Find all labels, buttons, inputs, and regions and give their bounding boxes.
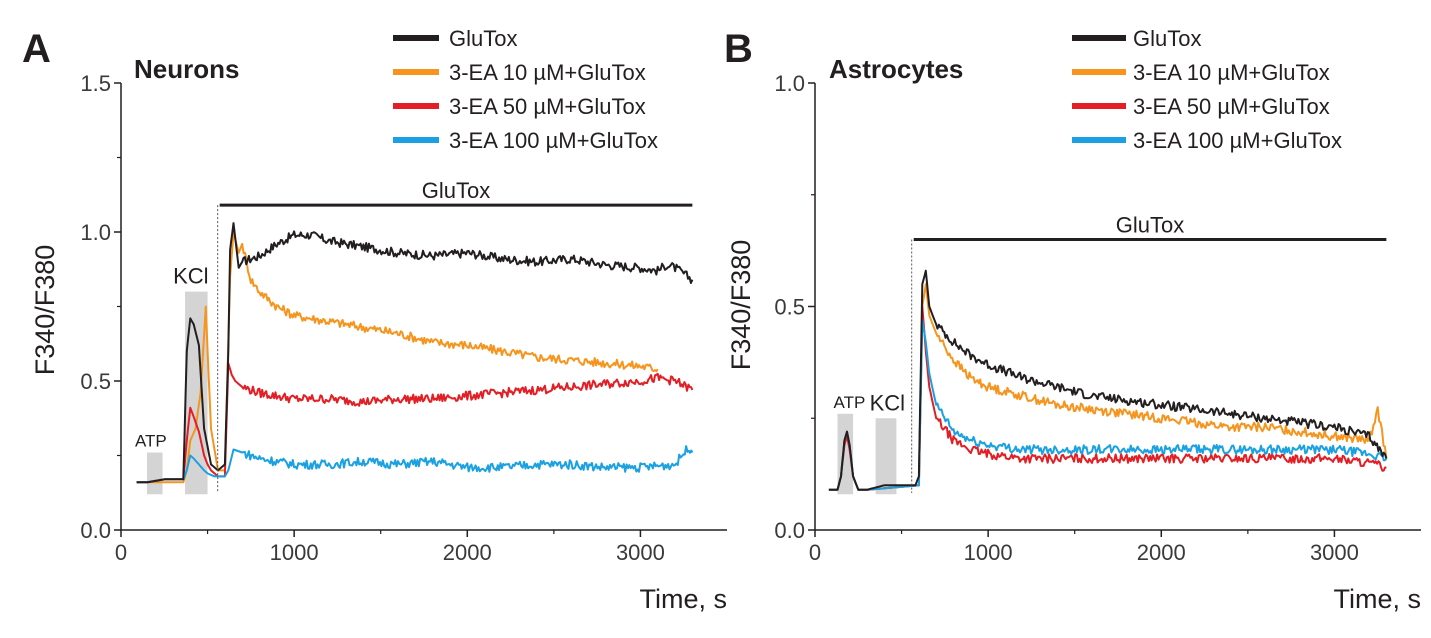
legend-label: 3-EA 10 µM+GluTox [449, 60, 646, 85]
stimulus-band [146, 452, 163, 495]
y-tick-label: 1.0 [774, 71, 805, 96]
panel-astrocytes: B Astrocytes F340/F380 Time, s 0.0 0.5 1.0… [724, 26, 1421, 614]
series-line [136, 222, 694, 484]
legend-item: GluTox [1072, 26, 1201, 51]
series-line [136, 362, 694, 484]
annotations [217, 203, 693, 493]
stimulus-shading [837, 413, 897, 495]
legend-label: 3-EA 100 µM+GluTox [449, 128, 658, 153]
axes: 0.0 0.5 1.0 0 1000 2000 3000 [774, 71, 1421, 565]
legend-label: 3-EA 50 µM+GluTox [1133, 94, 1330, 119]
panel-title-neurons: Neurons [134, 54, 239, 84]
legend-item: 3-EA 10 µM+GluTox [393, 60, 646, 85]
series-line [136, 445, 694, 484]
legend: GluTox 3-EA 10 µM+GluTox 3-EA 50 µM+GluT… [1072, 26, 1342, 153]
legend-label: 3-EA 50 µM+GluTox [449, 94, 646, 119]
legend-item: 3-EA 100 µM+GluTox [393, 128, 658, 153]
x-axis-label: Time, s [1334, 584, 1422, 614]
y-axis-label: F340/F380 [30, 245, 60, 376]
x-tick-label: 3000 [616, 540, 665, 565]
atp-label: ATP [135, 432, 167, 451]
legend-label: GluTox [1133, 26, 1201, 51]
legend-label: 3-EA 10 µM+GluTox [1133, 60, 1330, 85]
panel-neurons: A Neurons F340/F380 Time, s 0.0 0.5 1.0 1.5… [22, 26, 727, 614]
legend-item: GluTox [393, 26, 517, 51]
legend-item: 3-EA 50 µM+GluTox [393, 94, 646, 119]
y-tick-label: 0.5 [80, 369, 111, 394]
legend-item: 3-EA 50 µM+GluTox [1072, 94, 1330, 119]
panel-letter-a: A [22, 27, 51, 71]
annotations [911, 237, 1387, 493]
y-tick-label: 0.0 [774, 518, 805, 543]
stimulus-band [875, 418, 897, 495]
kcl-label: KCl [173, 264, 208, 289]
trace-lines [828, 269, 1388, 491]
y-tick-label: 1.5 [80, 71, 111, 96]
kcl-label: KCl [870, 390, 905, 415]
y-tick-label: 0.5 [774, 295, 805, 320]
y-tick-label: 0.0 [80, 518, 111, 543]
series-line [828, 318, 1388, 491]
panel-letter-b: B [724, 27, 753, 71]
series-line [828, 269, 1388, 491]
legend-label: GluTox [449, 26, 517, 51]
x-tick-label: 3000 [1310, 540, 1359, 565]
legend-label: 3-EA 100 µM+GluTox [1133, 128, 1342, 153]
axes: 0.0 0.5 1.0 1.5 0 1000 2000 3000 [80, 71, 727, 565]
glutox-bar-label: GluTox [1116, 212, 1184, 237]
atp-label: ATP [834, 393, 866, 412]
legend-item: 3-EA 100 µM+GluTox [1072, 128, 1342, 153]
y-tick-label: 1.0 [80, 220, 111, 245]
x-tick-label: 1000 [964, 540, 1013, 565]
glutox-bar-label: GluTox [422, 178, 490, 203]
x-axis-label: Time, s [640, 584, 728, 614]
x-tick-label: 1000 [270, 540, 319, 565]
x-tick-label: 2000 [443, 540, 492, 565]
legend-item: 3-EA 10 µM+GluTox [1072, 60, 1330, 85]
y-axis-label: F340/F380 [726, 240, 756, 371]
trace-lines [136, 222, 694, 484]
x-tick-label: 0 [809, 540, 821, 565]
panel-title-astrocytes: Astrocytes [829, 54, 963, 84]
x-tick-label: 2000 [1137, 540, 1186, 565]
series-line [136, 231, 659, 484]
legend: GluTox 3-EA 10 µM+GluTox 3-EA 50 µM+GluT… [393, 26, 658, 153]
x-tick-label: 0 [115, 540, 127, 565]
